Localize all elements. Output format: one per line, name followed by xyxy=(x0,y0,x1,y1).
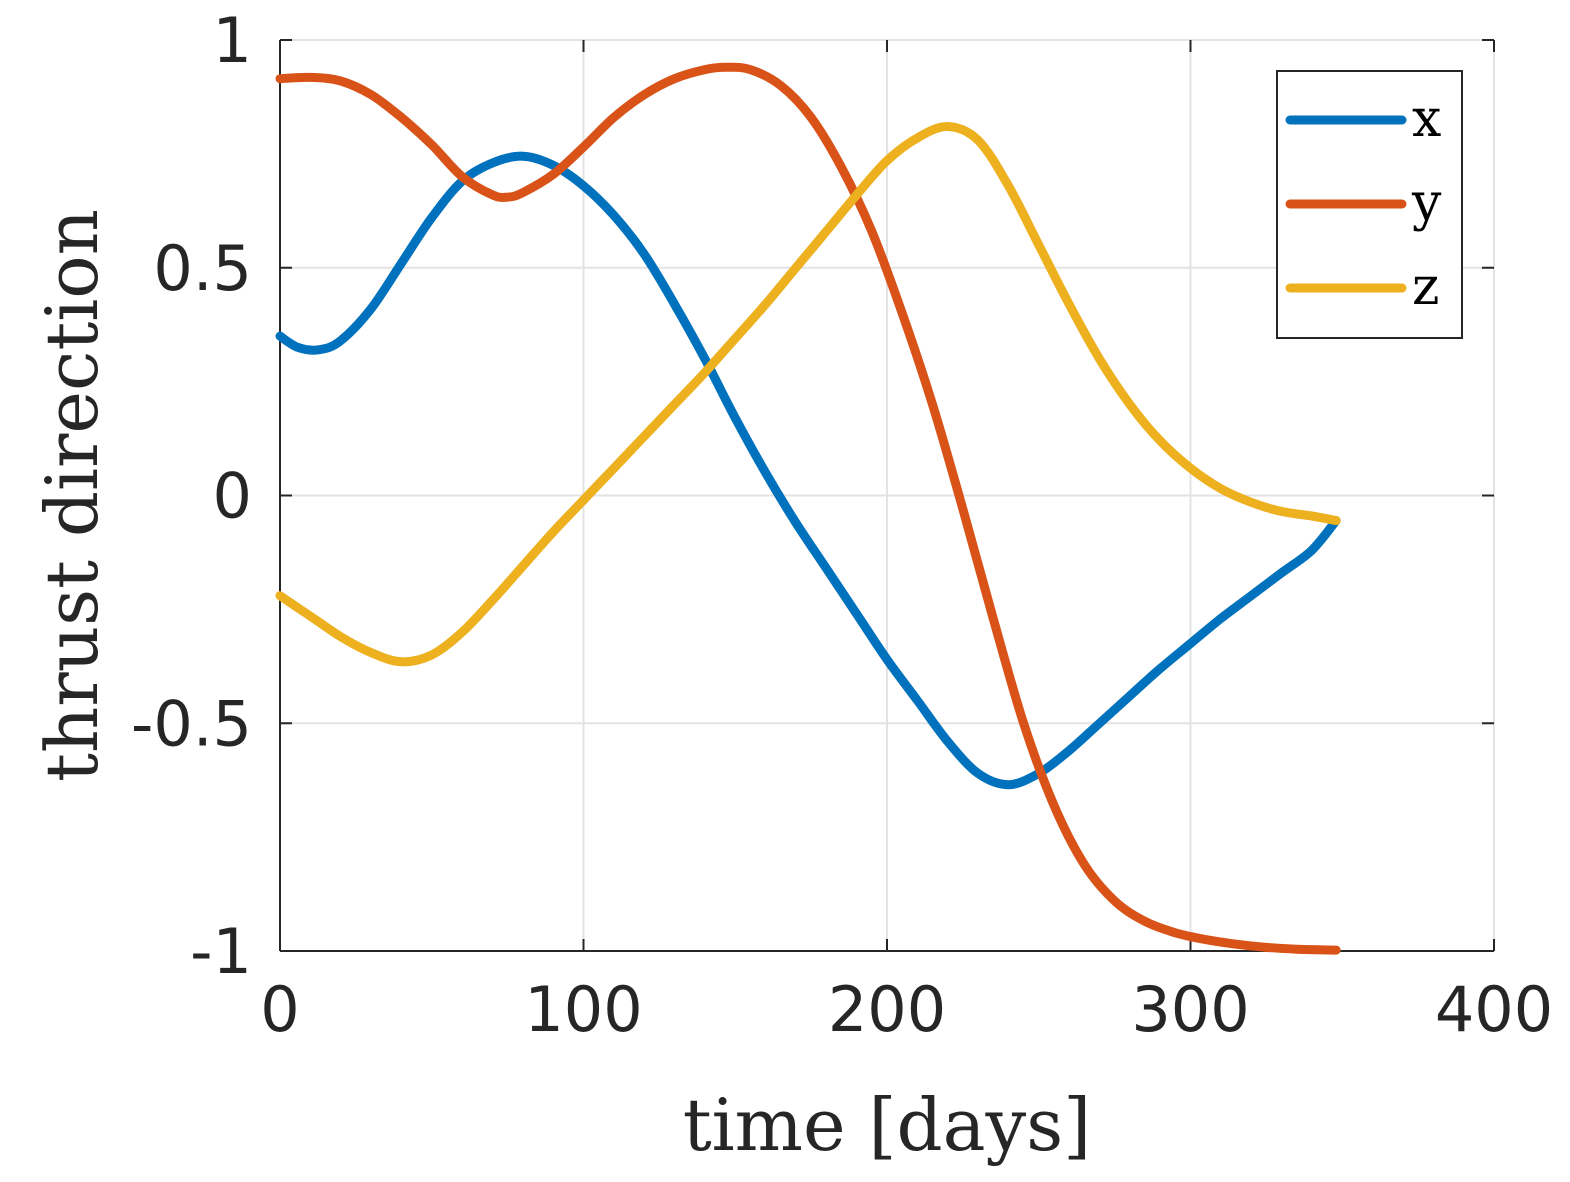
legend-label-x: x xyxy=(1412,89,1441,149)
y-tick-label: -0.5 xyxy=(131,687,252,760)
y-tick-label: 1 xyxy=(213,4,252,77)
legend-label-z: z xyxy=(1412,257,1439,317)
x-tick-label: 0 xyxy=(260,973,299,1046)
x-tick-label: 200 xyxy=(828,973,946,1046)
tick-labels: 0 100 200 300 400 -1 -0.5 0 0.5 1 xyxy=(131,4,1553,1046)
series-line-x xyxy=(275,151,1341,790)
series-line-y xyxy=(275,62,1341,955)
x-tick-label: 300 xyxy=(1131,973,1249,1046)
legend-label-y: y xyxy=(1411,173,1442,233)
series xyxy=(275,62,1341,955)
x-axis-label: time [days] xyxy=(683,1083,1092,1167)
y-axis-label: thrust direction xyxy=(30,209,114,782)
x-tick-label: 400 xyxy=(1435,973,1553,1046)
legend: xyz xyxy=(1276,70,1463,339)
series-line-z xyxy=(275,122,1341,667)
x-tick-label: 100 xyxy=(524,973,642,1046)
y-tick-label: -1 xyxy=(190,915,252,988)
y-tick-label: 0 xyxy=(213,460,252,533)
y-tick-label: 0.5 xyxy=(153,232,252,305)
